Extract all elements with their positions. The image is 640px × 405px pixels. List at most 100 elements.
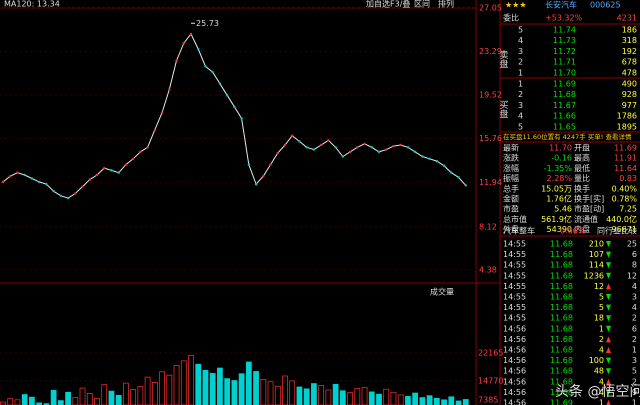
tick-price: 11.68 <box>550 293 573 302</box>
tick-volume: 18 <box>594 314 604 323</box>
price-point <box>312 148 316 151</box>
tick-time: 14:55 <box>503 250 526 259</box>
notice[interactable]: 在买盘11.60位置有 4247手 买单! 查看详情 <box>503 132 632 141</box>
value: 4231 <box>617 14 637 23</box>
volume-bar <box>245 361 252 405</box>
level: 4 <box>518 112 523 121</box>
price-point <box>291 134 294 137</box>
price-point <box>319 143 323 147</box>
volume-bar <box>36 402 43 405</box>
stat-value: 0.40% <box>612 184 638 193</box>
price-point <box>124 163 128 166</box>
price: 11.74 <box>553 26 576 35</box>
price-point <box>197 47 200 51</box>
price-point <box>88 178 91 181</box>
price-point <box>327 139 330 142</box>
level: 4 <box>518 36 523 45</box>
tick-volume: 210 <box>589 240 604 249</box>
volume-bar <box>448 396 455 405</box>
tick-price: 11.68 <box>550 250 573 259</box>
tick-arrow <box>606 325 611 332</box>
price-point <box>204 65 207 68</box>
stat-value: 54390 <box>547 225 572 234</box>
stars: ★★★ <box>505 1 527 10</box>
price-point <box>406 146 410 149</box>
tick-count: 9 <box>632 388 637 397</box>
tick-price: 11.69 <box>550 399 573 405</box>
volume-bar <box>195 363 202 405</box>
tick-time: 14:55 <box>503 282 526 291</box>
volume-bar <box>339 390 346 405</box>
price-point <box>457 176 460 179</box>
ma-label: MA120: 13.34 <box>4 0 60 9</box>
stat-label: 量比 <box>574 173 590 183</box>
tick-arrow <box>606 336 611 343</box>
stat-label: 换手[实] <box>574 194 604 204</box>
price-point <box>59 194 63 198</box>
volume-tick-label: 7385 <box>478 396 498 405</box>
price: 11.71 <box>553 58 576 67</box>
volume-bar <box>405 396 411 405</box>
stat-value: 2.28% <box>547 174 573 183</box>
price-tick-label: 4.38 <box>479 266 497 275</box>
level: 2 <box>518 58 523 67</box>
stat-label: 市盈 <box>503 204 519 214</box>
industry-change: 0.66% <box>560 227 586 236</box>
stat-value: 11.70 <box>549 144 572 153</box>
tick-time: 14:55 <box>503 261 526 270</box>
tick-arrow <box>606 251 611 258</box>
volume-bar <box>354 388 361 405</box>
stat-label: 总手 <box>503 183 519 193</box>
tick-arrow <box>606 347 611 353</box>
price-point <box>276 151 279 155</box>
tick-price: 11.68 <box>550 388 573 397</box>
volume-bar <box>101 384 108 405</box>
tick-count: 12 <box>627 271 637 280</box>
tick-time: 14:55 <box>503 314 526 323</box>
tick-time: 14:56 <box>503 377 526 386</box>
tick-arrow <box>606 357 611 364</box>
volume: 192 <box>622 47 637 56</box>
volume-bar <box>419 397 426 405</box>
volume-bar <box>412 392 419 405</box>
industry-compare[interactable]: 同行业比较 <box>597 226 637 236</box>
price-point <box>168 88 171 91</box>
level: 5 <box>518 26 523 35</box>
toolbar-button[interactable]: 加自选 <box>366 0 390 9</box>
volume-bar <box>318 385 325 405</box>
volume-bar <box>433 397 440 405</box>
stat-value: 0.83 <box>619 174 637 183</box>
price-point <box>298 140 301 143</box>
tick-price: 11.68 <box>550 303 573 312</box>
stat-label: 总市值 <box>503 214 527 224</box>
industry: 汽车整车 <box>503 226 535 236</box>
price-point <box>81 185 84 188</box>
level: 3 <box>518 101 523 110</box>
toolbar-button[interactable]: 区间 <box>414 0 430 9</box>
level: 5 <box>518 122 523 131</box>
volume-bar <box>426 395 433 405</box>
volume-bar <box>108 390 115 405</box>
volume-tick-label: 22165 <box>478 349 503 358</box>
toolbar-button[interactable]: F3/叠 <box>390 0 410 9</box>
tick-count: 2 <box>632 335 637 344</box>
price: 11.68 <box>553 90 576 99</box>
tick-volume: 5 <box>599 293 604 302</box>
volume-bar <box>462 399 469 405</box>
tick-volume: 5 <box>599 303 604 312</box>
tick-count: 8 <box>632 261 637 270</box>
stat-label: 最新 <box>503 143 519 153</box>
tick-arrow <box>606 368 611 375</box>
price-tick-label: 27.05 <box>479 4 502 13</box>
tick-count: 2 <box>632 314 637 323</box>
price-point <box>218 82 222 85</box>
volume-bar <box>79 387 86 405</box>
tick-price: 11.68 <box>550 367 573 376</box>
price: 11.66 <box>553 112 576 121</box>
price-point <box>117 171 120 174</box>
price: 11.73 <box>553 36 576 45</box>
volume-bar <box>0 401 6 405</box>
price-point <box>428 157 431 161</box>
volume-bar <box>159 371 165 405</box>
toolbar-button[interactable]: 排列 <box>438 0 454 9</box>
